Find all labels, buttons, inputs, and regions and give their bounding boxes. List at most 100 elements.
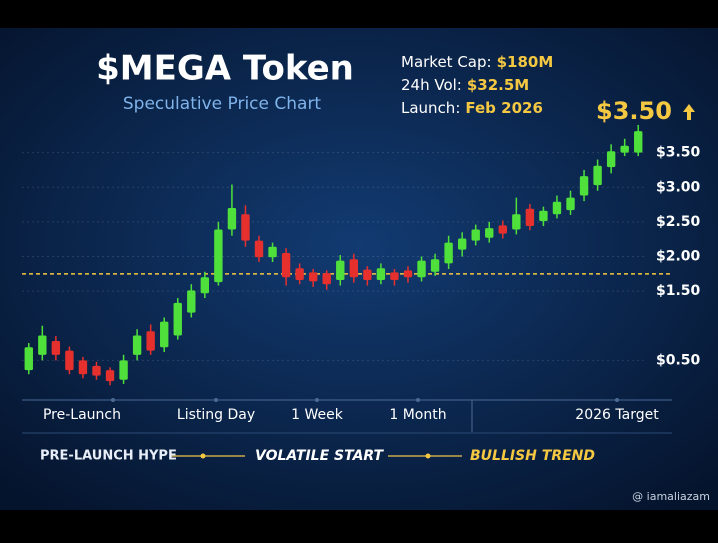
chart-title: $MEGA Token [96, 49, 354, 89]
up-arrow [683, 104, 695, 120]
candle-body [471, 229, 480, 241]
candle [376, 263, 386, 285]
candle [457, 232, 467, 257]
info-value: Feb 2026 [465, 99, 543, 117]
phase-dot [425, 453, 431, 459]
candle-body [92, 365, 101, 376]
candle [78, 356, 88, 379]
info-label: Launch: [401, 99, 460, 117]
candle [241, 205, 250, 247]
candle [268, 242, 277, 263]
phase-label: PRE-LAUNCH HYPE [40, 449, 177, 464]
candle-body [363, 269, 372, 281]
phase-label: VOLATILE START [255, 448, 385, 464]
candle [403, 266, 413, 283]
candle [281, 248, 291, 286]
candle-body [606, 151, 616, 168]
candle-body [498, 225, 507, 234]
candle [160, 317, 169, 353]
x-tick-label: Pre-Launch [43, 407, 121, 423]
candle-body [105, 370, 115, 382]
info-line: Market Cap: $180M [401, 53, 553, 71]
x-tick-label: Listing Day [177, 407, 255, 423]
candle [485, 221, 494, 243]
candle [444, 235, 453, 269]
phase-dot [200, 453, 206, 459]
candle [620, 138, 629, 157]
y-tick-label: $2.50 [656, 214, 701, 230]
candle [105, 367, 115, 386]
phase-decor [170, 453, 462, 459]
candle [390, 268, 399, 286]
candle [51, 336, 61, 361]
candle-body [51, 340, 61, 355]
candle-body [119, 360, 128, 380]
x-tick-dot [615, 398, 619, 402]
y-tick-label: $3.00 [656, 179, 701, 195]
candle-body [308, 272, 318, 282]
candle-body [336, 260, 345, 281]
candle [552, 195, 562, 219]
x-tick-dot [111, 398, 115, 402]
candle-body [403, 270, 413, 278]
candle [606, 144, 616, 174]
candle [498, 220, 507, 239]
candle-body [579, 176, 589, 196]
chart-subtitle: Speculative Price Chart [123, 94, 322, 114]
info-label: 24h Vol: [401, 76, 462, 94]
candle-body [241, 214, 250, 241]
candle-body [200, 277, 210, 294]
candle-body [254, 240, 264, 258]
candle-body [444, 242, 453, 264]
price-annotation: $3.50 [596, 97, 672, 125]
candle [322, 270, 331, 290]
candle-body [485, 228, 494, 238]
candle-body [146, 331, 155, 351]
candle [525, 203, 535, 231]
candle [417, 256, 426, 282]
plot: $0.50 $1.50 $2.00 $2.50 $3.00 $3.50 Pre-Launch… [22, 124, 701, 423]
phase-label: BULLISH TREND [470, 448, 595, 464]
info-line: Launch: Feb 2026 [401, 99, 543, 117]
x-tick-label: 1 Week [291, 407, 344, 423]
x-tick-dot [315, 398, 319, 402]
candle-body [214, 229, 223, 283]
info-box: Market Cap: $180M 24h Vol: $32.5M Launch: Feb… [401, 53, 553, 117]
candle-body [566, 197, 575, 211]
y-tick-label: $1.50 [656, 283, 701, 299]
candle-body [132, 335, 142, 355]
candle [430, 253, 440, 276]
candle-body [457, 238, 467, 250]
candle [308, 268, 318, 287]
candle-body [417, 260, 426, 278]
info-line: 24h Vol: $32.5M [401, 76, 529, 94]
candle [132, 329, 142, 361]
candle [634, 124, 643, 157]
y-tick-label: $2.00 [656, 249, 701, 265]
info-label: Market Cap: [401, 53, 492, 71]
candle-body [38, 335, 47, 355]
candle [173, 298, 182, 340]
candle [146, 324, 155, 355]
candle-body [620, 145, 629, 153]
candle-body [552, 201, 562, 215]
candle [363, 266, 372, 286]
watermark: @ iamaliazam [632, 490, 710, 503]
candle [336, 255, 345, 286]
candle-body [539, 210, 548, 222]
candle [593, 159, 602, 191]
candle-body [322, 273, 331, 285]
candle-body [390, 272, 399, 281]
candle [119, 354, 128, 384]
candle-body [295, 268, 304, 281]
candle [92, 361, 101, 380]
background [0, 28, 718, 510]
y-tick-label: $0.50 [656, 352, 701, 368]
info-value: $180M [497, 53, 554, 71]
candle [227, 184, 237, 236]
candle-body [24, 347, 33, 371]
candle-body [525, 208, 535, 227]
candle [295, 263, 304, 285]
